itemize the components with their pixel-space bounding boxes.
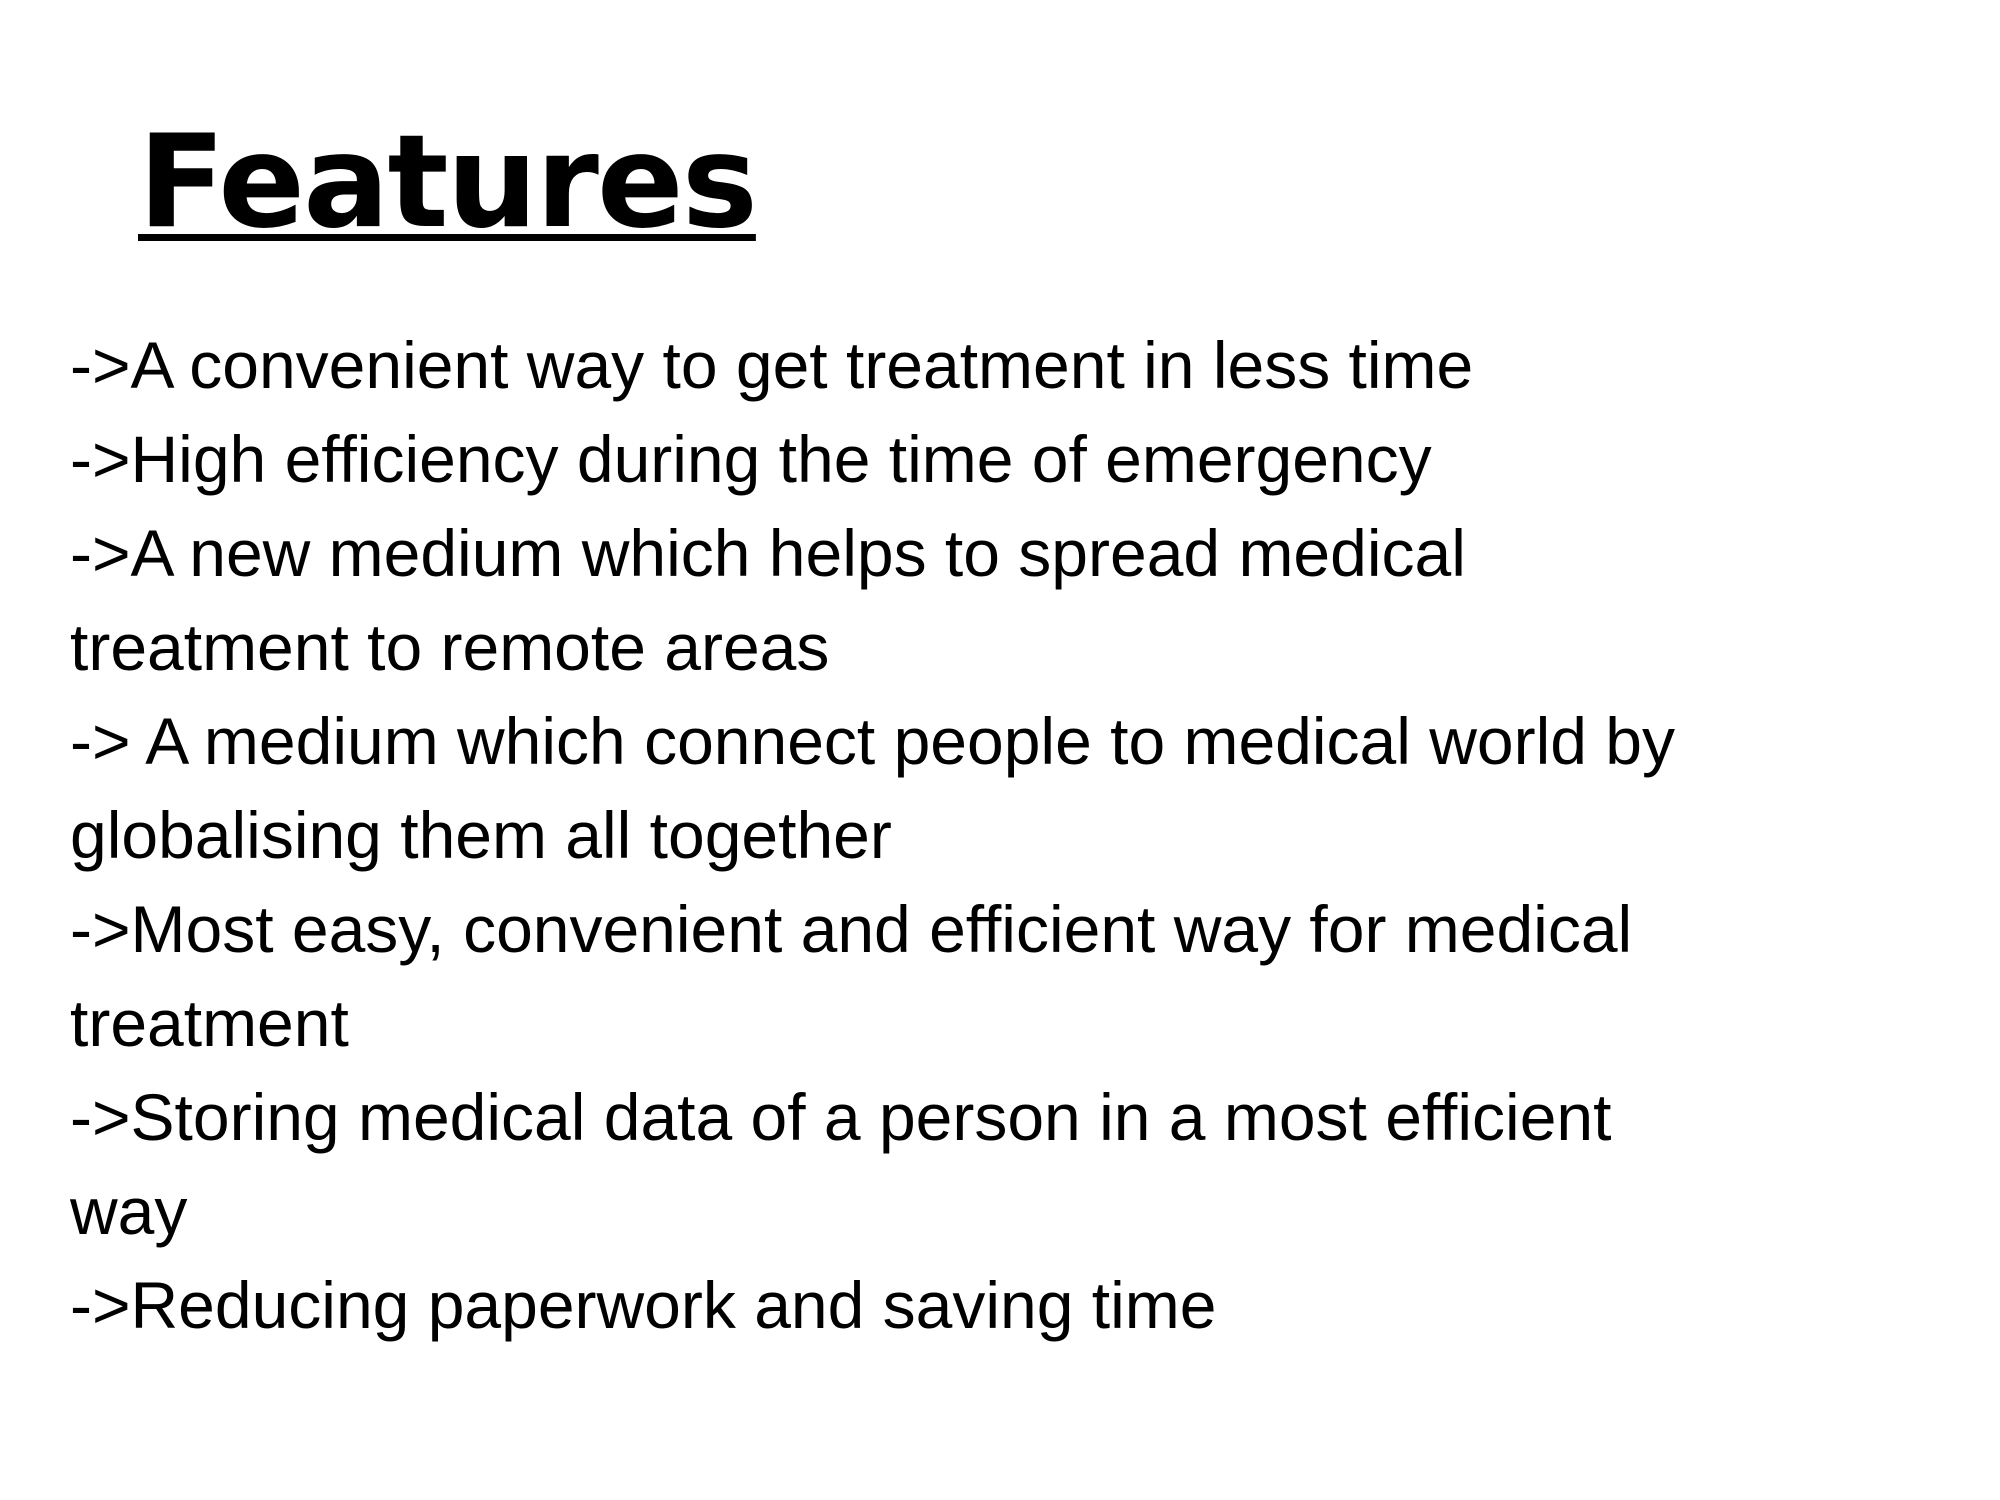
slide-title: Features (138, 108, 758, 257)
feature-line: ->High efficiency during the time of eme… (70, 422, 1432, 496)
feature-line: -> A medium which connect people to medi… (70, 704, 1676, 778)
feature-line: ->Storing medical data of a person in a … (70, 1080, 1612, 1154)
feature-item: ->Reducing paperwork and saving time (70, 1258, 1930, 1352)
feature-line-continued: way (70, 1174, 188, 1248)
feature-line: ->Reducing paperwork and saving time (70, 1268, 1217, 1342)
feature-line-continued: treatment to remote areas (70, 610, 830, 684)
feature-line: ->A convenient way to get treatment in l… (70, 328, 1474, 402)
feature-item: ->Storing medical data of a person in a … (70, 1070, 1930, 1258)
feature-item: ->Most easy, convenient and efficient wa… (70, 882, 1930, 1070)
feature-item: ->High efficiency during the time of eme… (70, 412, 1930, 506)
feature-line: ->A new medium which helps to spread med… (70, 516, 1466, 590)
feature-item: ->A new medium which helps to spread med… (70, 506, 1930, 694)
feature-item: -> A medium which connect people to medi… (70, 694, 1930, 882)
feature-item: ->A convenient way to get treatment in l… (70, 318, 1930, 412)
feature-line-continued: treatment (70, 986, 349, 1060)
feature-line: ->Most easy, convenient and efficient wa… (70, 892, 1633, 966)
feature-line-continued: globalising them all together (70, 798, 892, 872)
feature-list: ->A convenient way to get treatment in l… (70, 318, 1930, 1352)
